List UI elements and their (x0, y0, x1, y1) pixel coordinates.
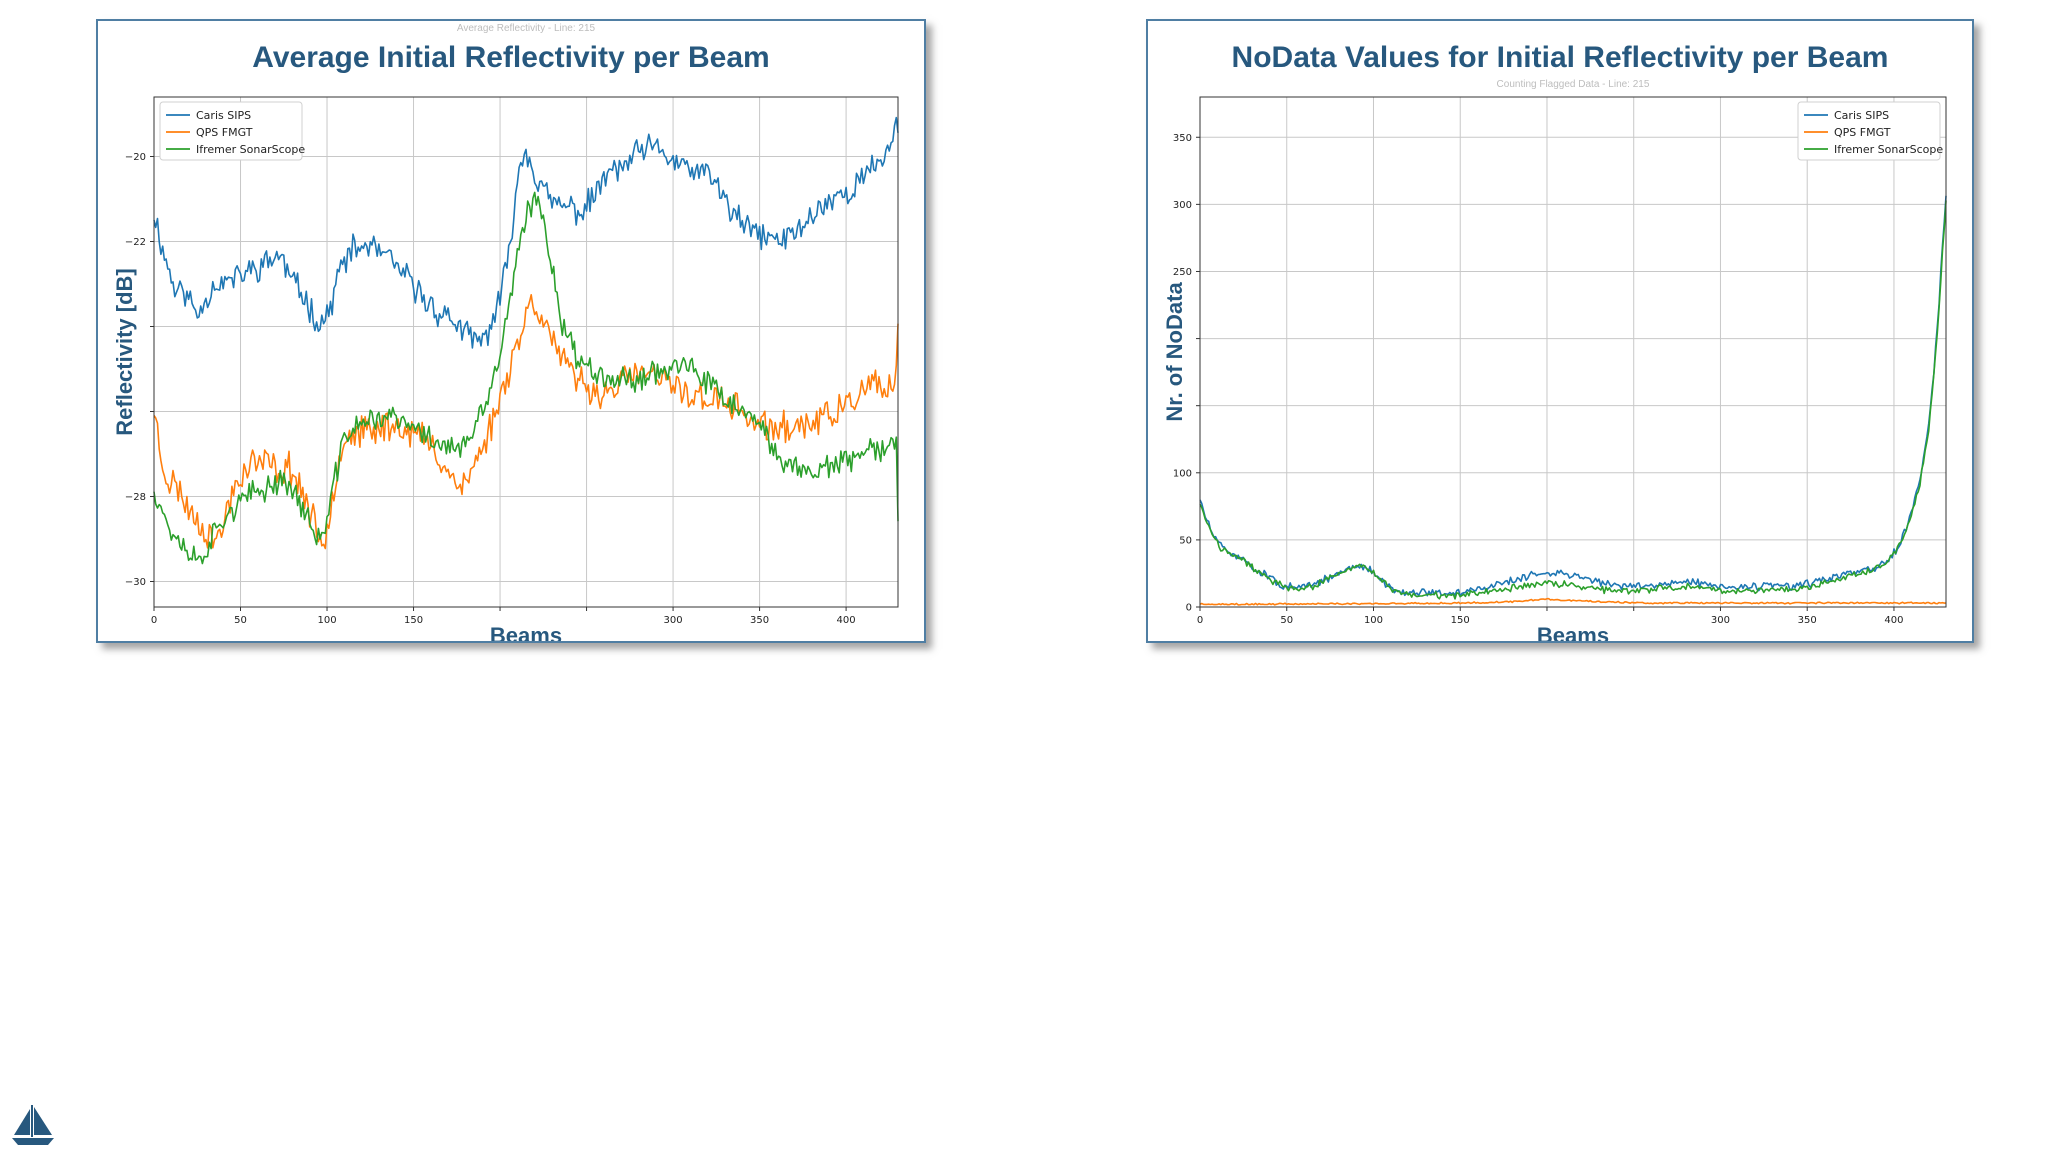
x-tick-label: 350 (1798, 615, 1817, 626)
legend-label: QPS FMGT (1834, 126, 1891, 139)
x-tick-label: 300 (664, 615, 683, 626)
reflectivity-slide-title: Average Initial Reflectivity per Beam (252, 41, 770, 74)
ghost-subtitle: Counting Flagged Data - Line: 215 (1497, 79, 1650, 90)
nodata-slide-title: NoData Values for Initial Reflectivity p… (1231, 41, 1889, 74)
series-line-2 (1199, 597, 1946, 606)
legend-label: Caris SIPS (1834, 109, 1889, 122)
legend-label: QPS FMGT (196, 126, 253, 139)
x-tick-label: 400 (837, 615, 856, 626)
nodata-chart-panel: NoData Values for Initial Reflectivity p… (1146, 19, 1974, 643)
x-tick-label: 50 (1280, 615, 1293, 626)
plot-frame (1199, 96, 1947, 608)
x-tick-label: 0 (1197, 615, 1203, 626)
x-tick-label: 50 (234, 615, 247, 626)
legend: Caris SIPS QPS FMGT Ifremer SonarScope (159, 101, 305, 161)
y-tick-label: 50 (1179, 535, 1192, 546)
grid-lines (1199, 97, 1946, 608)
series-line-2 (153, 293, 899, 550)
y-tick-label: 350 (1173, 133, 1192, 144)
series-line-1 (1199, 195, 1947, 597)
y-tick-label: −28 (125, 492, 146, 503)
legend: Caris SIPS QPS FMGT Ifremer SonarScope (1797, 101, 1943, 161)
plot-frame (153, 96, 899, 608)
x-tick-label: 300 (1711, 615, 1730, 626)
y-tick-label: 300 (1173, 200, 1192, 211)
x-tick-label: 400 (1884, 615, 1903, 626)
x-tick-label: 350 (750, 615, 769, 626)
legend-label: Ifremer SonarScope (196, 143, 305, 156)
nodata-chart: Counting Flagged Data - Line: 215 0 50 100 1… (1162, 79, 1947, 641)
y-tick-label: −20 (125, 152, 146, 163)
series-line-1 (153, 116, 899, 349)
y-tick-label: −22 (125, 237, 146, 248)
x-axis-title: Beams (490, 623, 562, 641)
x-tick-label: 100 (317, 615, 336, 626)
x-tick-label: 150 (404, 615, 423, 626)
y-tick-label: 250 (1173, 267, 1192, 278)
x-tick-label: 100 (1364, 615, 1383, 626)
y-axis-title: Nr. of NoData (1162, 282, 1187, 422)
series-line-3 (153, 191, 899, 565)
legend-label: Caris SIPS (196, 109, 251, 122)
reflectivity-chart-panel: Average Initial Reflectivity per Beam Av… (96, 19, 926, 643)
y-axis-title: Reflectivity [dB] (112, 268, 137, 435)
y-tick-label: 0 (1186, 603, 1192, 614)
grid-lines (153, 97, 898, 607)
series-line-3 (1199, 200, 1947, 600)
ghost-subtitle: Average Reflectivity - Line: 215 (457, 23, 596, 34)
sailboat-logo-icon (8, 1103, 58, 1147)
legend-box (159, 101, 303, 161)
x-tick-label: 150 (1451, 615, 1470, 626)
legend-label: Ifremer SonarScope (1834, 143, 1943, 156)
reflectivity-chart: Average Reflectivity - Line: 215 0 50 100 15… (112, 23, 899, 641)
x-axis-title: Beams (1537, 623, 1609, 641)
legend-box (1797, 101, 1941, 161)
y-tick-label: −30 (125, 577, 146, 588)
x-tick-label: 0 (151, 615, 157, 626)
y-tick-label: 100 (1173, 468, 1192, 479)
